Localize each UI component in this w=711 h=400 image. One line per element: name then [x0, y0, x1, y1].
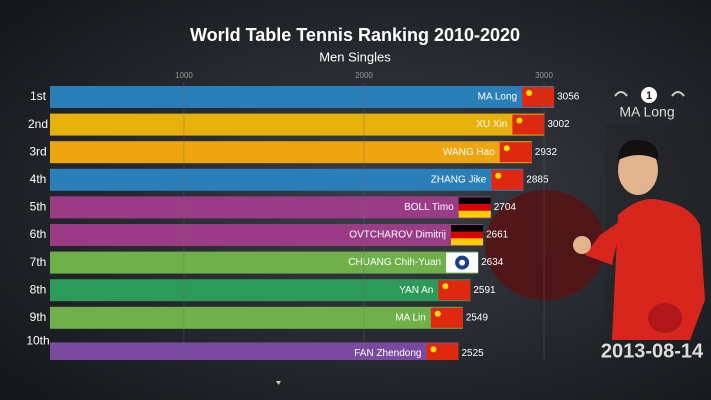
bar — [50, 251, 479, 274]
rank-label: 7th — [30, 255, 47, 269]
bar-name-label: YAN An — [399, 285, 433, 296]
value-label: 3002 — [547, 119, 570, 130]
rank-label: 6th — [30, 227, 47, 241]
bar-name-label: WANG Hao — [443, 147, 495, 158]
bar-name-label: BOLL Timo — [404, 202, 454, 213]
plot: MA Long 3056 XU Xin 3002 WANG Hao 2932 ZHANG J… — [50, 86, 580, 360]
flag — [458, 197, 491, 218]
flag-stripe — [450, 225, 483, 232]
bar — [50, 306, 463, 329]
value-label: 2634 — [481, 257, 504, 268]
bar — [50, 113, 545, 136]
value-label: 2932 — [535, 147, 558, 158]
flag-field — [438, 280, 471, 301]
value-label: 2885 — [526, 174, 549, 185]
flag-stripe — [458, 197, 491, 205]
flag — [430, 307, 463, 328]
flag-field — [499, 142, 532, 163]
chart-subtitle: Men Singles — [319, 49, 391, 64]
flag-field — [430, 307, 463, 328]
rank-label: 10th — [26, 334, 49, 348]
flag-star — [495, 172, 502, 179]
x-tick-label: 1000 — [175, 71, 193, 80]
bar-name-label: CHUANG Chih-Yuan — [348, 257, 441, 268]
date-label: 2013-08-14 — [601, 340, 704, 362]
flag-field — [522, 87, 555, 107]
flag — [450, 225, 483, 246]
flag — [491, 169, 524, 190]
bar — [50, 86, 555, 108]
flag — [446, 252, 479, 273]
x-tick-label: 3000 — [535, 71, 553, 80]
flag-field — [491, 169, 524, 190]
bar-name-label: OVTCHAROV Dimitrij — [349, 230, 446, 241]
value-label: 2661 — [486, 230, 509, 241]
flag-star — [442, 283, 449, 290]
bar — [50, 342, 459, 360]
flag-stripe — [450, 238, 483, 246]
bar-name-label: ZHANG Jike — [431, 174, 487, 185]
flag-star — [430, 346, 437, 353]
flag-star — [434, 310, 441, 317]
rank-label: 4th — [30, 172, 47, 186]
value-label: 3056 — [557, 92, 580, 103]
paddle-bg — [485, 190, 605, 300]
bar — [50, 168, 524, 191]
flag-emblem-inner — [459, 259, 466, 266]
value-label: 2591 — [473, 285, 496, 296]
flag — [522, 87, 555, 107]
chart-title: World Table Tennis Ranking 2010-2020 — [190, 25, 520, 45]
rank-label: 2nd — [28, 117, 48, 131]
value-label: 2549 — [466, 312, 489, 323]
flag-star — [516, 117, 523, 124]
flag-stripe — [458, 204, 491, 211]
flag — [426, 343, 459, 360]
flag-stripe — [458, 210, 491, 218]
bar-name-label: XU Xin — [476, 119, 507, 130]
bar-name-label: MA Long — [478, 92, 517, 103]
flag — [512, 114, 545, 135]
bar-name-label: FAN Zhendong — [354, 348, 421, 359]
bar — [50, 141, 532, 164]
flag-star — [503, 145, 510, 152]
player-photo — [573, 125, 711, 340]
value-label: 2704 — [494, 202, 517, 213]
bar-name-label: MA Lin — [395, 312, 426, 323]
scroll-indicator — [276, 381, 281, 385]
flag-field — [512, 114, 545, 135]
rank-label: 3rd — [29, 144, 46, 158]
rank-label: 5th — [30, 200, 47, 214]
flag — [499, 142, 532, 163]
bar — [50, 224, 483, 246]
leader-name: MA Long — [619, 104, 674, 120]
flag-star — [526, 90, 533, 96]
value-label: 2525 — [461, 348, 484, 359]
badge-number: 1 — [646, 90, 652, 102]
rank-label: 8th — [30, 282, 47, 296]
flag — [438, 280, 471, 301]
bar — [50, 196, 491, 219]
flag-stripe — [450, 231, 483, 239]
rank-badge — [614, 87, 685, 103]
bar — [50, 279, 471, 302]
x-tick-label: 2000 — [355, 71, 373, 80]
rank-label: 1st — [30, 89, 47, 103]
rank-label: 9th — [30, 310, 47, 324]
